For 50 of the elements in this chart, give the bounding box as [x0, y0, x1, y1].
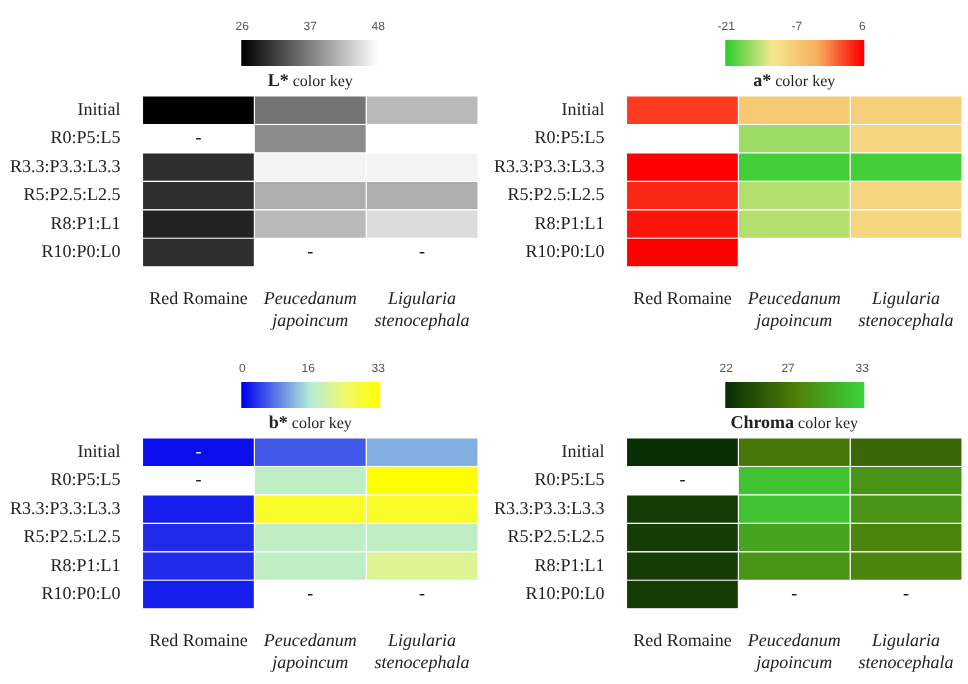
x-tick-label: Ligularia stenocephala: [374, 288, 471, 330]
x-tick-label: Peucedanum japoincum: [745, 630, 842, 672]
text: -: [195, 469, 202, 490]
y-tick-label: R8:P1:L1: [534, 554, 605, 575]
y-tick-label: R8:P1:L1: [50, 212, 121, 233]
color-bar-title: L* color key: [267, 70, 353, 90]
y-tick-label: R8:P1:L1: [50, 554, 121, 575]
y-tick-label: R5:P2.5:L2.5: [507, 184, 606, 205]
x-tick-label: Ligularia stenocephala: [374, 630, 471, 672]
y-tick-label: R0:P5:L5: [534, 469, 606, 490]
y-tick-label: R5:P2.5:L2.5: [507, 526, 606, 547]
text: -: [195, 127, 202, 148]
y-tick-label: Initial: [561, 98, 606, 119]
y-tick-label: R5:P2.5:L2.5: [23, 184, 122, 205]
y-tick-label: Initial: [77, 440, 122, 461]
x-tick-label: Peucedanum japoincum: [261, 630, 358, 672]
text: -: [419, 583, 426, 604]
text: -: [307, 583, 314, 604]
y-tick-label: Initial: [561, 440, 606, 461]
y-tick-label: R0:P5:L5: [534, 127, 606, 148]
data-label: -: [195, 440, 202, 461]
y-tick-label: R3.3:P3.3:L3.3: [493, 497, 606, 518]
color-bar-title: Chroma color key: [730, 412, 859, 432]
x-tick-label: Red Romaine: [149, 630, 248, 651]
text: -: [903, 583, 910, 604]
color-bar-title: b* color key: [268, 412, 352, 432]
color-bar-title: a* color key: [753, 70, 836, 90]
y-tick-label: R8:P1:L1: [534, 212, 605, 233]
x-tick-label: Peucedanum japoincum: [261, 288, 358, 330]
y-tick-label: R0:P5:L5: [50, 469, 122, 490]
x-tick-label: Ligularia stenocephala: [858, 630, 955, 672]
x-tick-label: Red Romaine: [633, 630, 732, 651]
y-tick-label: R10:P0:L0: [41, 241, 122, 262]
x-tick-label: Red Romaine: [633, 288, 732, 309]
text: -: [419, 241, 426, 262]
x-tick-label: Peucedanum japoincum: [745, 288, 842, 330]
y-tick-label: R0:P5:L5: [50, 127, 122, 148]
y-tick-label: R10:P0:L0: [525, 241, 606, 262]
y-tick-label: Initial: [77, 98, 122, 119]
y-tick-label: R3.3:P3.3:L3.3: [9, 155, 122, 176]
y-tick-label: R3.3:P3.3:L3.3: [9, 497, 122, 518]
y-tick-label: R10:P0:L0: [525, 583, 606, 604]
text: -: [791, 583, 798, 604]
y-tick-label: R10:P0:L0: [41, 583, 122, 604]
y-tick-label: R3.3:P3.3:L3.3: [493, 155, 606, 176]
y-tick-label: R5:P2.5:L2.5: [23, 526, 122, 547]
x-tick-label: Ligularia stenocephala: [858, 288, 955, 330]
text: -: [307, 241, 314, 262]
text: -: [679, 469, 686, 490]
x-tick-label: Red Romaine: [149, 288, 248, 309]
